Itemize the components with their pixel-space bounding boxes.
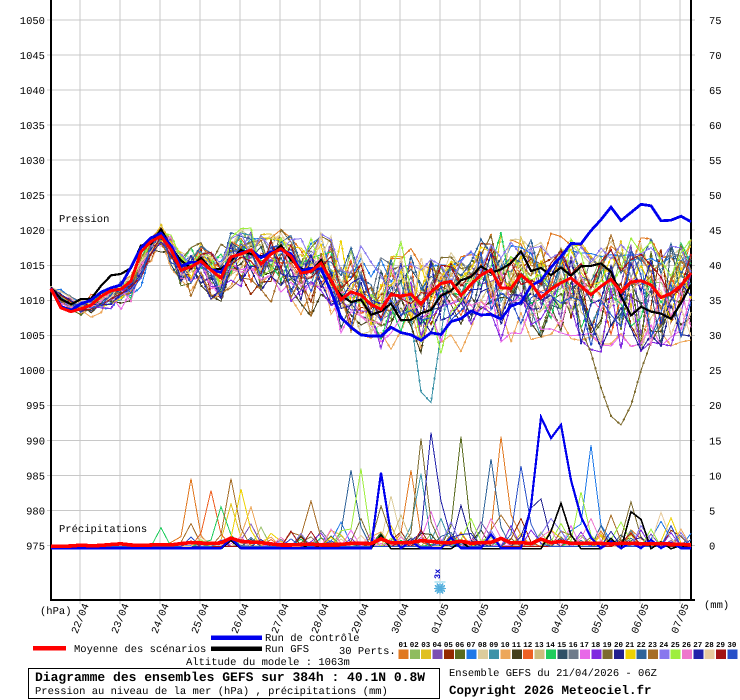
svg-text:01: 01: [399, 641, 409, 650]
svg-text:Pression: Pression: [59, 214, 109, 226]
svg-text:26: 26: [682, 641, 692, 650]
svg-text:1025: 1025: [20, 191, 45, 203]
svg-text:70: 70: [709, 51, 722, 63]
svg-text:Copyright 2026 Meteociel.fr: Copyright 2026 Meteociel.fr: [449, 684, 652, 698]
svg-text:975: 975: [26, 541, 45, 553]
svg-text:1045: 1045: [20, 51, 45, 63]
svg-text:75: 75: [709, 16, 722, 28]
svg-text:15: 15: [709, 436, 722, 448]
svg-text:45: 45: [709, 226, 722, 238]
svg-text:1030: 1030: [20, 156, 45, 168]
svg-text:Précipitations: Précipitations: [59, 524, 147, 536]
svg-text:30: 30: [709, 331, 722, 343]
svg-text:995: 995: [26, 401, 45, 413]
svg-text:Altitude du modele : 1063m: Altitude du modele : 1063m: [186, 657, 350, 669]
svg-text:09: 09: [489, 641, 499, 650]
svg-text:14: 14: [546, 642, 556, 650]
svg-text:16: 16: [569, 641, 579, 650]
svg-text:20: 20: [614, 641, 624, 650]
svg-text:27: 27: [693, 641, 702, 650]
svg-text:17: 17: [580, 642, 589, 650]
svg-text:20: 20: [709, 401, 722, 413]
svg-text:55: 55: [709, 156, 722, 168]
svg-text:990: 990: [26, 436, 45, 448]
svg-text:65: 65: [709, 86, 722, 98]
svg-text:1005: 1005: [20, 331, 45, 343]
svg-text:Moyenne des scénarios: Moyenne des scénarios: [74, 644, 206, 656]
svg-text:19: 19: [603, 641, 613, 650]
svg-text:60: 60: [709, 121, 722, 133]
svg-text:21: 21: [625, 641, 635, 650]
svg-text:980: 980: [26, 506, 45, 518]
svg-text:07: 07: [467, 641, 476, 650]
svg-text:5: 5: [709, 506, 715, 518]
svg-text:35: 35: [709, 296, 722, 308]
svg-text:25: 25: [709, 366, 722, 378]
svg-text:1020: 1020: [20, 226, 45, 238]
svg-text:30 Perts.: 30 Perts.: [339, 646, 396, 658]
svg-text:03: 03: [421, 641, 431, 650]
svg-text:3x: 3x: [433, 569, 443, 579]
svg-text:1010: 1010: [20, 296, 45, 308]
svg-text:24: 24: [659, 641, 669, 650]
svg-text:25: 25: [671, 641, 681, 650]
svg-text:10: 10: [501, 641, 511, 650]
svg-text:13: 13: [535, 641, 545, 650]
svg-text:50: 50: [709, 191, 722, 203]
svg-text:1040: 1040: [20, 86, 45, 98]
svg-text:40: 40: [709, 261, 722, 273]
svg-text:15: 15: [557, 642, 567, 650]
svg-text:23: 23: [648, 641, 658, 650]
svg-text:Run GFS: Run GFS: [265, 644, 309, 656]
svg-text:06: 06: [455, 641, 465, 650]
svg-text:12: 12: [523, 641, 533, 650]
svg-text:0: 0: [709, 541, 715, 553]
svg-text:04: 04: [433, 641, 443, 650]
svg-text:02: 02: [410, 641, 420, 650]
svg-text:(mm): (mm): [704, 600, 729, 612]
svg-text:22: 22: [637, 641, 647, 650]
svg-text:30: 30: [727, 641, 737, 650]
svg-text:1000: 1000: [20, 366, 45, 378]
svg-text:Diagramme des ensembles GEFS s: Diagramme des ensembles GEFS sur 384h : …: [35, 670, 425, 685]
svg-text:Pression au niveau de la mer (: Pression au niveau de la mer (hPa) , pré…: [35, 686, 388, 698]
svg-text:08: 08: [478, 641, 488, 650]
svg-text:18: 18: [591, 641, 601, 650]
svg-text:05: 05: [444, 641, 454, 650]
svg-text:1050: 1050: [20, 16, 45, 28]
svg-text:Ensemble GEFS du 21/04/2026 -: Ensemble GEFS du 21/04/2026 - 06Z: [449, 668, 657, 680]
svg-text:28: 28: [705, 641, 715, 650]
svg-text:29: 29: [716, 641, 726, 650]
svg-text:1015: 1015: [20, 261, 45, 273]
svg-text:985: 985: [26, 471, 45, 483]
svg-text:(hPa): (hPa): [40, 606, 72, 618]
svg-text:11: 11: [512, 642, 522, 650]
svg-text:Run de contrôle: Run de contrôle: [265, 633, 360, 645]
svg-text:10: 10: [709, 471, 722, 483]
svg-text:1035: 1035: [20, 121, 45, 133]
